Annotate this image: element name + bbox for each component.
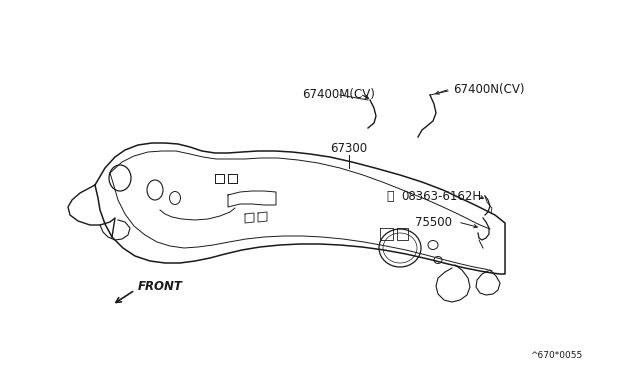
Text: 67400M(CV): 67400M(CV) — [302, 87, 375, 100]
Text: FRONT: FRONT — [138, 280, 183, 294]
Text: 67300: 67300 — [330, 141, 367, 154]
Text: 75500: 75500 — [415, 215, 452, 228]
Text: 67400N(CV): 67400N(CV) — [453, 83, 525, 96]
Text: Ⓢ: Ⓢ — [387, 189, 394, 202]
Text: ^670*0055: ^670*0055 — [530, 350, 582, 359]
Text: 08363-6162H: 08363-6162H — [401, 189, 481, 202]
